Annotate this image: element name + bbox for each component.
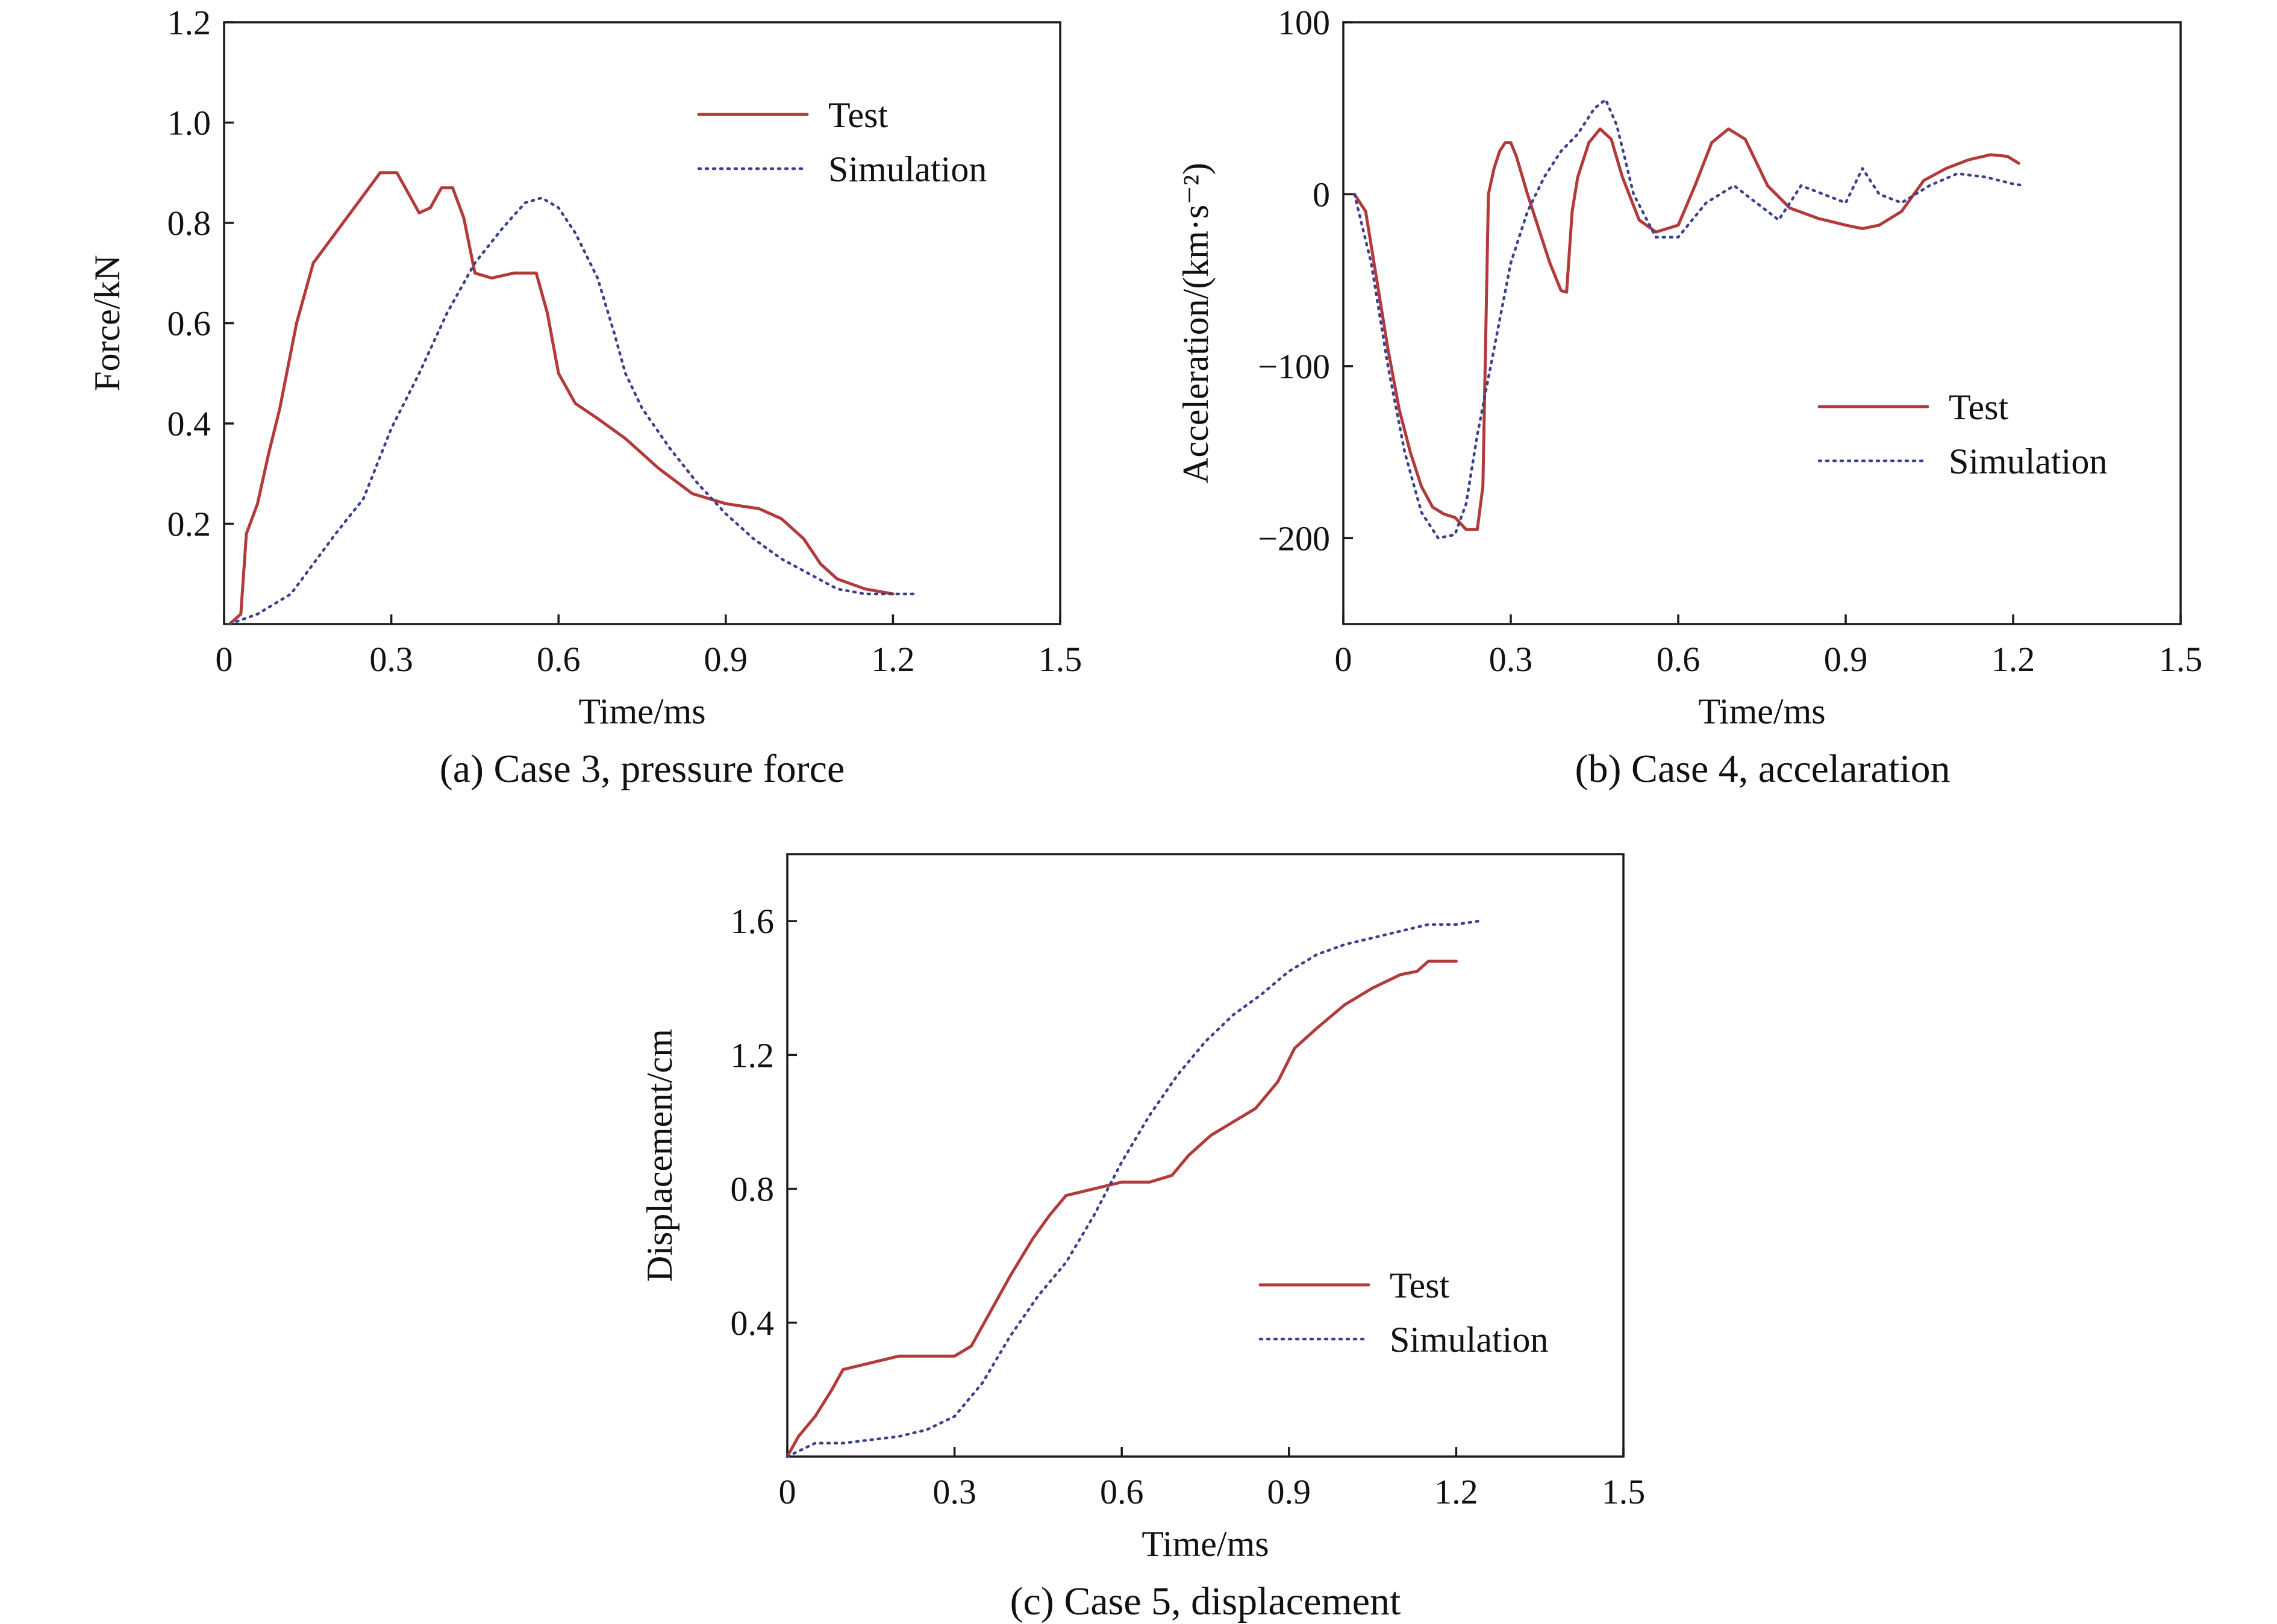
y-tick-label: −100 (1258, 347, 1330, 386)
y-tick-label: 0.6 (167, 304, 211, 343)
y-axis-label: Force/kN (87, 255, 127, 392)
legend-label-simulation: Simulation (1390, 1320, 1548, 1360)
x-tick-label: 1.5 (2159, 640, 2203, 679)
y-axis-label: Acceleration/(km·s⁻²) (1176, 163, 1216, 484)
x-tick-label: 1.2 (1991, 640, 2035, 679)
chart-caption: (b) Case 4, accelaration (1575, 747, 1950, 791)
y-tick-label: 0.8 (731, 1170, 775, 1209)
series-line-simulation (786, 919, 1480, 1458)
legend-label-simulation: Simulation (1949, 442, 2107, 481)
y-tick-label: 0 (1313, 175, 1330, 214)
x-tick-label: 0.9 (704, 640, 748, 679)
x-tick-label: 1.5 (1039, 640, 1082, 679)
y-axis-label: Displacement/cm (640, 1029, 679, 1282)
series-line-test (1353, 127, 2020, 531)
x-tick-label: 0.9 (1824, 640, 1868, 679)
x-axis-label: Time/ms (578, 692, 705, 731)
x-tick-label: 0.6 (1657, 640, 1701, 679)
chart-caption: (a) Case 3, pressure force (440, 747, 845, 791)
legend-label-test: Test (1949, 387, 2008, 427)
x-tick-label: 0.9 (1267, 1472, 1311, 1511)
series-line-simulation (1353, 98, 2026, 540)
x-tick-label: 0.6 (537, 640, 581, 679)
x-tick-label: 0.3 (932, 1472, 976, 1511)
legend: Test Simulation (1258, 1266, 1548, 1360)
x-tick-label: 0.3 (369, 640, 413, 679)
y-tick-label: 1.2 (731, 1035, 775, 1075)
legend-label-test: Test (828, 95, 888, 135)
series-line-simulation (228, 196, 917, 626)
legend: Test Simulation (697, 95, 987, 189)
plot-frame (786, 853, 1625, 1458)
y-tick-label: 1.0 (167, 104, 211, 143)
series-line-test (228, 171, 895, 626)
chart-panel-3: 0 0.3 0.6 0.9 1.2 1.5 0.4 0.8 1.2 1.6 Time/ms Displ… (640, 853, 1646, 1623)
y-tick-label: 0.8 (167, 204, 211, 243)
x-axis-label: Time/ms (1698, 692, 1825, 731)
x-axis-label: Time/ms (1142, 1524, 1269, 1564)
y-tick-label: 0.4 (167, 404, 211, 443)
y-tick-label: 1.2 (167, 3, 211, 42)
y-tick-label: 0.2 (167, 505, 211, 544)
plot-frame (223, 21, 1061, 625)
legend-label-simulation: Simulation (828, 149, 987, 189)
y-tick-label: 1.6 (731, 902, 775, 941)
chart-panel-1: 0 0.3 0.6 0.9 1.2 1.5 0.2 0.4 0.6 0.8 1.0 1.2 Time/m… (87, 3, 1082, 791)
x-tick-label: 0 (216, 640, 233, 679)
x-tick-label: 0.6 (1100, 1472, 1144, 1511)
chart-panel-2: 0 0.3 0.6 0.9 1.2 1.5 −200 −100 0 100 Time/ms Accel… (1176, 3, 2202, 791)
x-tick-label: 0 (1335, 640, 1352, 679)
x-tick-label: 1.2 (871, 640, 915, 679)
x-tick-label: 0.3 (1489, 640, 1533, 679)
legend: Test Simulation (1817, 387, 2107, 481)
plot-frame (1342, 21, 2182, 625)
y-tick-label: 100 (1278, 3, 1330, 42)
y-tick-label: −200 (1258, 519, 1330, 558)
x-tick-label: 1.2 (1434, 1472, 1478, 1511)
y-tick-label: 0.4 (731, 1304, 775, 1343)
x-tick-label: 1.5 (1602, 1472, 1646, 1511)
chart-caption: (c) Case 5, displacement (1010, 1579, 1401, 1623)
series-line-test (786, 960, 1458, 1458)
x-tick-label: 0 (779, 1472, 796, 1511)
legend-label-test: Test (1390, 1266, 1449, 1305)
